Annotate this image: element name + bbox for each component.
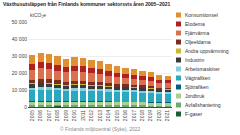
svg-text:Växthusutsläppen från Finlands: Växthusutsläppen från Finlands kommuner … — [3, 1, 171, 7]
svg-text:0: 0 — [24, 104, 27, 110]
svg-text:2020: 2020 — [156, 110, 162, 121]
svg-text:2014: 2014 — [105, 110, 111, 121]
svg-text:2018: 2018 — [139, 110, 145, 121]
svg-text:Konsumtionsel: Konsumtionsel — [185, 12, 218, 18]
svg-text:2015: 2015 — [114, 110, 120, 121]
svg-text:Sjötrafiken: Sjötrafiken — [185, 84, 209, 90]
svg-text:Avfallshantering: Avfallshantering — [185, 102, 221, 108]
svg-text:F-gaser: F-gaser — [185, 111, 203, 117]
svg-text:© Finlands miljöcentral (Syke): © Finlands miljöcentral (Syke), 2022 — [60, 126, 141, 132]
svg-text:Vägtrafiken: Vägtrafiken — [185, 75, 211, 81]
svg-text:Oljeeldarna: Oljeeldarna — [185, 39, 211, 45]
svg-text:Jordbruk: Jordbruk — [185, 93, 205, 99]
svg-text:2013: 2013 — [97, 110, 103, 121]
svg-text:40 000: 40 000 — [12, 36, 28, 42]
svg-text:2019: 2019 — [147, 110, 153, 121]
svg-text:2006: 2006 — [37, 110, 43, 121]
svg-text:ktCO₂e: ktCO₂e — [30, 12, 46, 18]
svg-text:2021: 2021 — [164, 110, 170, 121]
svg-text:10 000: 10 000 — [12, 87, 28, 93]
svg-text:2011: 2011 — [80, 110, 86, 121]
svg-text:20 000: 20 000 — [12, 70, 28, 76]
svg-text:2005: 2005 — [29, 110, 35, 121]
svg-text:2012: 2012 — [88, 110, 94, 121]
svg-text:2016: 2016 — [122, 110, 128, 121]
svg-text:Elodema: Elodema — [185, 21, 205, 27]
svg-text:2009: 2009 — [63, 110, 69, 121]
svg-text:2007: 2007 — [46, 110, 52, 121]
svg-text:2010: 2010 — [71, 110, 77, 121]
svg-text:30 000: 30 000 — [12, 53, 28, 59]
svg-text:Industrin: Industrin — [185, 57, 204, 63]
svg-text:2017: 2017 — [131, 110, 137, 121]
svg-text:Fjärrvärma: Fjärrvärma — [185, 30, 209, 36]
svg-text:50 000: 50 000 — [12, 19, 28, 25]
svg-text:Arbetsmaskiner: Arbetsmaskiner — [185, 66, 220, 72]
svg-text:2008: 2008 — [54, 110, 60, 121]
svg-text:Andra uppvärmning: Andra uppvärmning — [185, 48, 229, 54]
